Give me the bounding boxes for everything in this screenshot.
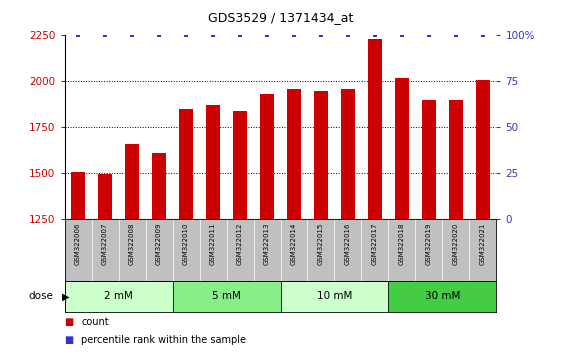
Bar [476,80,490,354]
Bar [125,144,139,354]
Text: 2 mM: 2 mM [104,291,133,302]
Text: GSM322006: GSM322006 [75,223,81,265]
Point [154,33,163,38]
Point [289,33,298,38]
Text: GSM322013: GSM322013 [264,223,270,265]
Bar [180,109,193,354]
Bar [314,91,328,354]
Point [263,33,272,38]
Text: GSM322008: GSM322008 [129,223,135,265]
Point [236,33,245,38]
Text: GSM322017: GSM322017 [372,223,378,265]
Point [73,33,82,38]
Point [127,33,136,38]
Point [343,33,352,38]
Bar [65,281,173,312]
Text: ■: ■ [65,335,73,345]
Text: ■: ■ [65,317,73,327]
Point [479,33,488,38]
Bar [98,175,112,354]
Bar [396,78,409,354]
Text: GSM322021: GSM322021 [480,223,486,265]
Text: GSM322014: GSM322014 [291,223,297,265]
Bar [71,172,85,354]
Point [425,33,434,38]
Bar [260,94,274,354]
Bar [173,281,280,312]
Bar [233,111,247,354]
Text: 30 mM: 30 mM [425,291,460,302]
Point [209,33,218,38]
Text: GDS3529 / 1371434_at: GDS3529 / 1371434_at [208,11,353,24]
Bar [449,100,463,354]
Text: GSM322019: GSM322019 [426,223,432,265]
Bar [341,89,355,354]
Point [370,33,379,38]
Bar [422,100,436,354]
Point [398,33,407,38]
Bar [368,39,381,354]
Text: ▶: ▶ [62,291,69,302]
Point [452,33,461,38]
Point [100,33,109,38]
Bar [388,281,496,312]
Bar [206,105,220,354]
Text: GSM322012: GSM322012 [237,223,243,265]
Bar [280,281,388,312]
Point [182,33,191,38]
Text: 5 mM: 5 mM [212,291,241,302]
Text: GSM322011: GSM322011 [210,223,216,265]
Text: GSM322018: GSM322018 [399,223,405,265]
Text: 10 mM: 10 mM [317,291,352,302]
Text: count: count [81,317,109,327]
Text: percentile rank within the sample: percentile rank within the sample [81,335,246,345]
Bar [287,89,301,354]
Text: GSM322010: GSM322010 [183,223,189,265]
Text: GSM322007: GSM322007 [102,223,108,265]
Text: GSM322015: GSM322015 [318,223,324,265]
Text: GSM322020: GSM322020 [453,223,459,265]
Text: GSM322009: GSM322009 [156,223,162,265]
Point [316,33,325,38]
Bar [152,153,165,354]
Text: dose: dose [29,291,53,302]
Text: GSM322016: GSM322016 [345,223,351,265]
